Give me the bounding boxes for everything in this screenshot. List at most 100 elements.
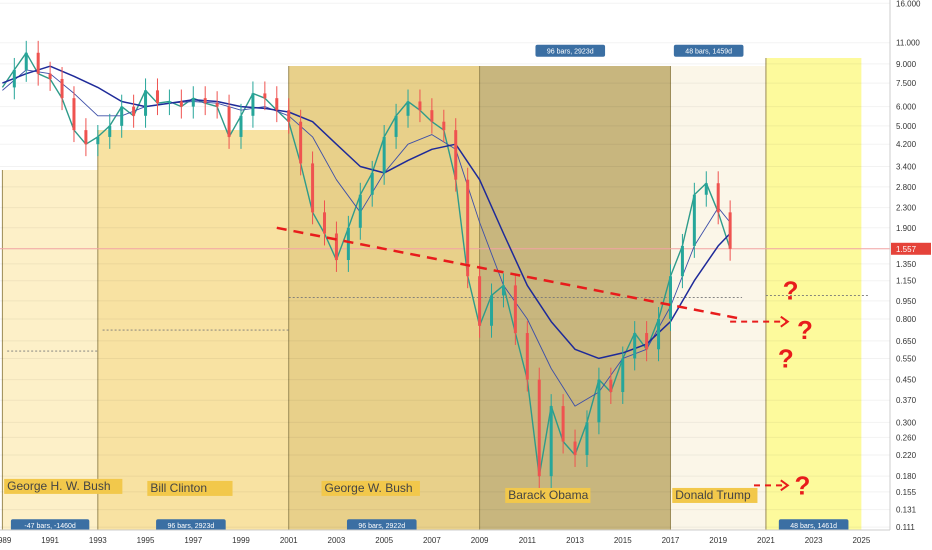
y-tick-label: 1.150 <box>896 277 917 286</box>
x-tick-label: 2025 <box>852 536 870 545</box>
candle-body <box>239 115 243 137</box>
bar-count-badge <box>156 519 226 532</box>
x-tick-label: 2021 <box>757 536 775 545</box>
bar-count-badge <box>10 519 90 532</box>
x-tick-label: 2009 <box>471 536 489 545</box>
candle-body <box>323 212 327 234</box>
candle-body <box>120 106 124 126</box>
y-tick-label: 0.450 <box>896 376 917 385</box>
arrow-head <box>780 315 790 328</box>
y-tick-label: 16.000 <box>896 0 921 8</box>
candle-body <box>382 136 386 173</box>
x-tick-label: 2015 <box>614 536 632 545</box>
candle-body <box>155 90 159 104</box>
era-label: Barack Obama <box>508 488 588 502</box>
y-tick-label: 0.155 <box>896 488 917 497</box>
candle-body <box>299 121 303 164</box>
y-tick-label: 6.000 <box>896 103 917 112</box>
bar-count-badge <box>778 519 849 532</box>
bar-count-badge-text: 48 bars, 1459d <box>685 49 732 56</box>
y-tick-label: 0.550 <box>896 354 917 363</box>
candle-body <box>549 406 553 477</box>
era-label-bg <box>4 478 123 494</box>
y-axis: 16.000 11.000 9.000 7.500 6.000 5.000 4.200 3.4… <box>889 0 932 532</box>
era-label: Bill Clinton <box>150 481 207 495</box>
y-tick-label: 1.900 <box>896 224 917 233</box>
candle-body <box>96 136 100 145</box>
era-band <box>2 170 98 530</box>
x-axis-panel <box>0 530 932 550</box>
candle-body <box>346 227 350 260</box>
x-tick-label: 2003 <box>328 536 346 545</box>
y-tick-label: 9.000 <box>896 60 917 69</box>
candle-body <box>167 101 171 104</box>
era-label: Donald Trump <box>675 488 751 502</box>
x-tick-label: 2011 <box>519 536 537 545</box>
question-mark: ? <box>783 275 799 305</box>
candle-body <box>12 69 16 88</box>
candle-body <box>132 106 136 116</box>
candle-body <box>358 194 362 228</box>
candle-body <box>633 333 637 359</box>
candle-body <box>692 194 696 246</box>
candle-body <box>537 379 541 477</box>
arrow-head <box>780 479 790 492</box>
bar-count-badge-text: 48 bars, 1461d <box>790 523 837 530</box>
candle-body <box>191 98 195 107</box>
y-tick-label: 0.300 <box>896 418 917 427</box>
candle-body <box>573 441 577 456</box>
candle-body <box>716 183 720 213</box>
current-price-tag <box>891 242 931 255</box>
candle-body <box>442 121 446 131</box>
candle-body <box>36 52 40 74</box>
y-tick-label: 0.950 <box>896 297 917 306</box>
y-tick-label: 3.400 <box>896 162 917 171</box>
era-band <box>765 58 862 530</box>
grid-layer <box>0 2 890 528</box>
candle-body <box>490 295 494 326</box>
x-tick-label: 2013 <box>566 536 584 545</box>
candle-body <box>334 233 338 260</box>
candle-body <box>668 276 672 319</box>
y-axis-panel <box>890 0 932 530</box>
current-price-label: 1.557 <box>896 245 917 254</box>
candle-body <box>645 333 649 350</box>
annotation-layer: ???? George H. W. Bush Bill Clinton George … <box>4 44 849 532</box>
candle-body <box>84 130 88 145</box>
candle-body <box>24 52 28 70</box>
candle-body <box>704 183 708 195</box>
x-tick-label: 1991 <box>41 536 59 545</box>
bar-count-badge <box>535 44 606 57</box>
candle-body <box>418 101 422 111</box>
question-mark: ? <box>795 470 811 500</box>
era-label-bg <box>147 480 233 496</box>
y-tick-label: 0.800 <box>896 315 917 324</box>
candle-body <box>227 106 231 137</box>
candle-body <box>478 276 482 326</box>
price-series <box>1 52 731 477</box>
era-label: George H. W. Bush <box>7 479 110 493</box>
bar-count-badge-text: -47 bars, -1460d <box>24 523 75 530</box>
bar-count-badge-text: 96 bars, 2923d <box>168 523 215 530</box>
candle-body <box>275 98 279 111</box>
candle-body <box>144 90 148 116</box>
candle-body <box>203 98 207 104</box>
candle-body <box>454 130 458 180</box>
question-mark: ? <box>797 315 813 345</box>
y-tick-label: 0.111 <box>896 523 915 532</box>
y-tick-label: 0.370 <box>896 396 917 405</box>
candle-body <box>621 358 625 393</box>
x-tick-label: 1999 <box>232 536 250 545</box>
x-tick-label: 2007 <box>423 536 441 545</box>
y-tick-label: 0.131 <box>896 506 917 515</box>
y-tick-label: 7.500 <box>896 79 917 88</box>
x-tick-label: 2001 <box>280 536 298 545</box>
candle-body <box>287 110 291 122</box>
y-tick-label: 4.200 <box>896 140 917 149</box>
y-tick-label: 1.350 <box>896 260 917 269</box>
bar-count-badge <box>346 519 417 532</box>
candle-body <box>513 285 517 334</box>
candle-body <box>263 93 267 99</box>
